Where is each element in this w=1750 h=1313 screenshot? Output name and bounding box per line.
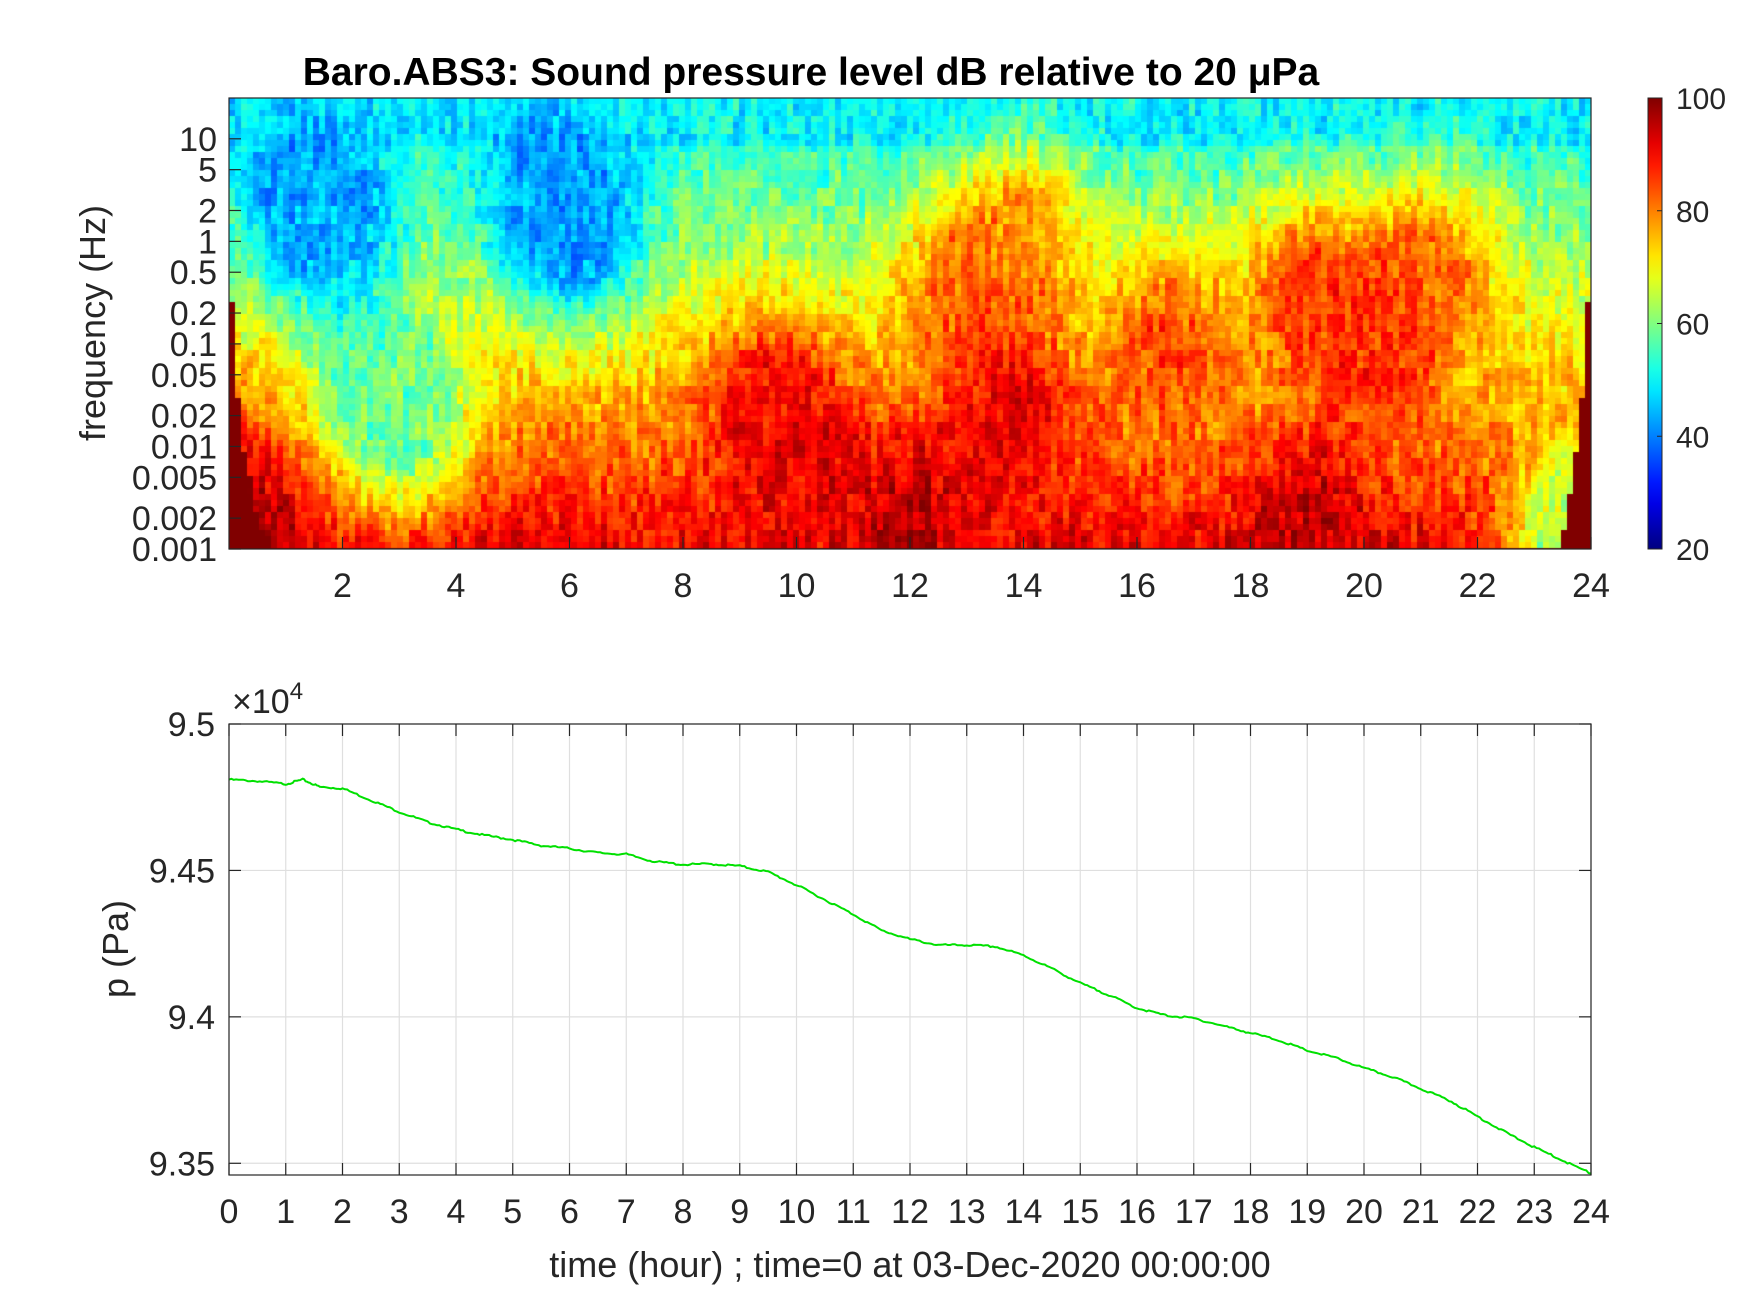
y-exponent-power: 4 [290, 678, 303, 705]
colorbar-tick-label: 80 [1676, 196, 1709, 229]
spectrogram-panel: Baro.ABS3: Sound pressure level dB relat… [72, 51, 1610, 605]
y-tick-label: 5 [198, 152, 217, 190]
spectrogram-y-ticks: 0.0010.0020.0050.010.020.050.10.20.51251… [132, 121, 241, 569]
colorbar-tick-label: 40 [1676, 421, 1709, 454]
x-tick-label: 15 [1061, 1193, 1099, 1231]
x-tick-label: 5 [503, 1193, 522, 1231]
x-tick-label: 0 [220, 1193, 239, 1231]
y-tick-label: 9.45 [149, 852, 215, 890]
colorbar-tick-label: 60 [1676, 309, 1709, 342]
x-tick-label: 9 [730, 1193, 749, 1231]
colorbar-ticks: 20 40 60 80 100 [1657, 83, 1726, 567]
pressure-line [228, 777, 1592, 1175]
x-tick-label: 19 [1288, 1193, 1326, 1231]
y-tick-label: 0.01 [151, 428, 217, 466]
x-tick-label: 13 [948, 1193, 986, 1231]
x-tick-label: 20 [1345, 567, 1383, 605]
x-tick-label: 10 [778, 567, 816, 605]
colorbar-tick-label: 20 [1676, 534, 1709, 567]
colorbar-tick-label: 100 [1676, 83, 1726, 116]
x-tick-label: 24 [1572, 567, 1610, 605]
y-tick-label: 0.001 [132, 531, 217, 569]
pressure-y-axis-label: p (Pa) [95, 900, 136, 998]
pressure-series [228, 777, 1592, 1175]
x-tick-label: 21 [1402, 1193, 1440, 1231]
x-tick-label: 6 [560, 1193, 579, 1231]
x-tick-label: 7 [617, 1193, 636, 1231]
pressure-panel: 0 1 2 3 4 5 6 7 8 9 10 11 12 13 14 15 16 17 18 19 20 21 22 23 24… [95, 678, 1610, 1285]
y-exponent-base: ×10 [232, 683, 290, 721]
x-tick-label: 12 [891, 567, 929, 605]
pressure-x-ticks: 0 1 2 3 4 5 6 7 8 9 10 11 12 13 14 15 16 17 18 19 20 21 22 23 24 [220, 724, 1610, 1231]
x-tick-label: 8 [674, 567, 693, 605]
x-tick-label: 22 [1459, 1193, 1497, 1231]
spectrogram-y-axis-label: frequency (Hz) [72, 205, 113, 441]
x-tick-label: 2 [333, 567, 352, 605]
spectrogram-x-ticks: 2 4 6 8 10 12 14 16 18 20 22 24 [333, 537, 1610, 605]
x-tick-label: 12 [891, 1193, 929, 1231]
y-tick-label: 2 [198, 192, 217, 230]
pressure-y-exponent: ×104 [232, 678, 303, 721]
x-tick-label: 3 [390, 1193, 409, 1231]
y-tick-label: 0.2 [170, 295, 217, 333]
y-tick-label: 0.02 [151, 398, 217, 436]
colorbar: 20 40 60 80 100 [1647, 83, 1726, 567]
x-tick-label: 1 [276, 1193, 295, 1231]
y-tick-label: 1 [198, 223, 217, 261]
x-tick-label: 20 [1345, 1193, 1383, 1231]
y-tick-label: 0.05 [151, 357, 217, 395]
pressure-y-ticks: 9.35 9.4 9.45 9.5 [149, 706, 1591, 1183]
x-tick-label: 11 [836, 1193, 871, 1231]
x-tick-label: 6 [560, 567, 579, 605]
spectrogram-title: Baro.ABS3: Sound pressure level dB relat… [303, 51, 1320, 94]
y-tick-label: 0.5 [170, 254, 217, 292]
x-tick-label: 4 [447, 1193, 466, 1231]
x-tick-label: 2 [333, 1193, 352, 1231]
x-tick-label: 14 [1005, 567, 1043, 605]
x-tick-label: 14 [1005, 1193, 1043, 1231]
x-tick-label: 23 [1515, 1193, 1553, 1231]
y-tick-label: 9.4 [168, 999, 215, 1037]
x-tick-label: 18 [1232, 567, 1270, 605]
x-tick-label: 18 [1232, 1193, 1270, 1231]
x-tick-label: 8 [674, 1193, 693, 1231]
y-tick-label: 9.35 [149, 1145, 215, 1183]
x-tick-label: 4 [447, 567, 466, 605]
x-tick-label: 24 [1572, 1193, 1610, 1231]
y-tick-label: 0.002 [132, 500, 217, 538]
spectrogram-image [229, 98, 1591, 549]
x-tick-label: 16 [1118, 567, 1156, 605]
x-tick-label: 22 [1459, 567, 1497, 605]
y-tick-label: 0.1 [170, 326, 217, 364]
y-tick-label: 10 [179, 121, 217, 159]
pressure-x-axis-label: time (hour) ; time=0 at 03-Dec-2020 00:0… [549, 1244, 1270, 1285]
y-tick-label: 9.5 [168, 706, 215, 744]
x-tick-label: 10 [778, 1193, 816, 1231]
y-tick-label: 0.005 [132, 459, 217, 497]
x-tick-label: 16 [1118, 1193, 1156, 1231]
x-tick-label: 17 [1175, 1193, 1213, 1231]
